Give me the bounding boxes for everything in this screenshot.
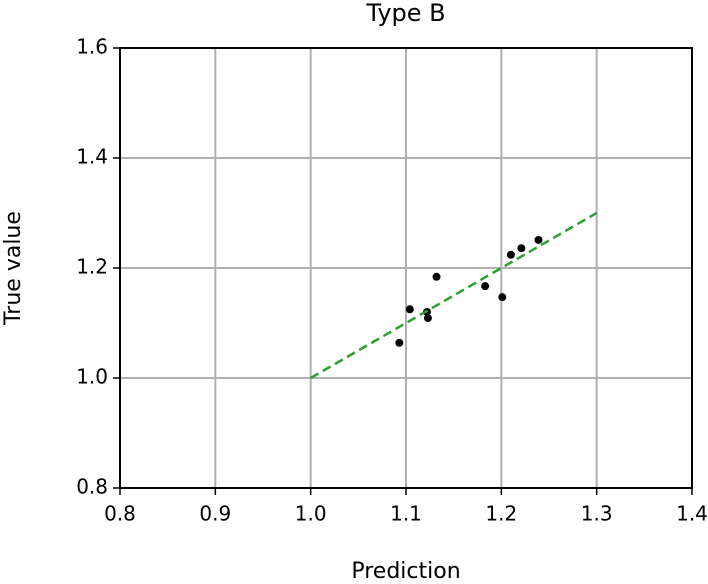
plot-frame bbox=[119, 47, 693, 489]
point bbox=[481, 282, 490, 291]
point bbox=[534, 235, 543, 244]
y-tick-label: 1.2 bbox=[76, 255, 108, 279]
x-axis-label: Prediction bbox=[351, 559, 460, 584]
point bbox=[517, 244, 526, 253]
reference-line bbox=[310, 211, 598, 380]
point bbox=[405, 305, 414, 314]
point bbox=[506, 250, 515, 259]
point bbox=[432, 272, 441, 281]
x-tick-label: 0.9 bbox=[199, 502, 231, 526]
y-tick-label: 0.8 bbox=[76, 475, 108, 499]
chart-title: Type B bbox=[365, 0, 445, 27]
point bbox=[395, 338, 404, 347]
point bbox=[423, 314, 432, 323]
x-tick-label: 1.0 bbox=[295, 502, 327, 526]
x-tick-label: 1.4 bbox=[676, 502, 708, 526]
y-tick-label: 1.6 bbox=[76, 35, 108, 59]
x-tick-label: 1.3 bbox=[581, 502, 613, 526]
x-tick-label: 1.1 bbox=[390, 502, 422, 526]
point bbox=[498, 293, 507, 302]
y-tick-label: 1.4 bbox=[76, 145, 108, 169]
y-tick-label: 1.0 bbox=[76, 365, 108, 389]
x-tick-label: 0.8 bbox=[104, 502, 136, 526]
y-axis-label: True value bbox=[1, 211, 26, 326]
x-tick-label: 1.2 bbox=[485, 502, 517, 526]
